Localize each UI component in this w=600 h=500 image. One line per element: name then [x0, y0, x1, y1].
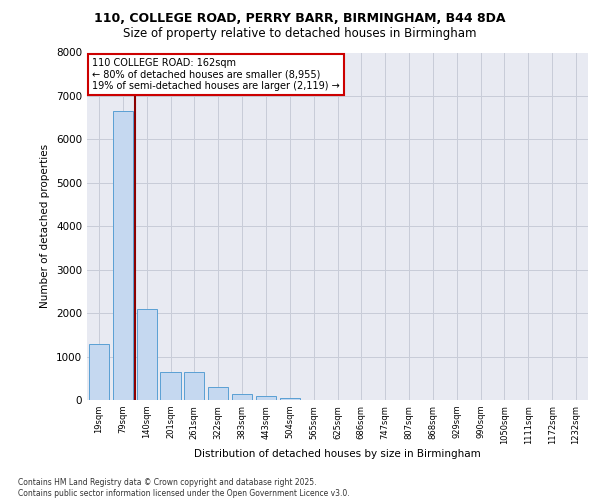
- Bar: [89, 344, 109, 400]
- Bar: [256, 396, 276, 400]
- Bar: [160, 372, 181, 400]
- Y-axis label: Number of detached properties: Number of detached properties: [40, 144, 50, 308]
- Bar: [232, 394, 252, 400]
- Bar: [208, 388, 229, 400]
- Bar: [280, 398, 300, 400]
- Bar: [137, 309, 157, 400]
- Text: Size of property relative to detached houses in Birmingham: Size of property relative to detached ho…: [123, 28, 477, 40]
- Bar: [113, 111, 133, 400]
- Text: Contains HM Land Registry data © Crown copyright and database right 2025.
Contai: Contains HM Land Registry data © Crown c…: [18, 478, 350, 498]
- X-axis label: Distribution of detached houses by size in Birmingham: Distribution of detached houses by size …: [194, 450, 481, 460]
- Text: 110 COLLEGE ROAD: 162sqm
← 80% of detached houses are smaller (8,955)
19% of sem: 110 COLLEGE ROAD: 162sqm ← 80% of detach…: [92, 58, 340, 91]
- Text: 110, COLLEGE ROAD, PERRY BARR, BIRMINGHAM, B44 8DA: 110, COLLEGE ROAD, PERRY BARR, BIRMINGHA…: [94, 12, 506, 26]
- Bar: [184, 372, 205, 400]
